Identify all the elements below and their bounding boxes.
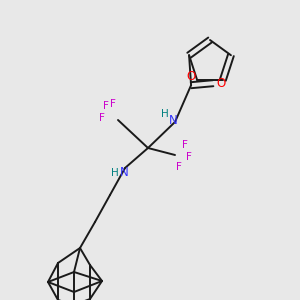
Text: F: F — [99, 113, 105, 123]
Text: H: H — [161, 109, 169, 119]
Text: H: H — [111, 168, 119, 178]
Text: N: N — [169, 115, 177, 128]
Text: F: F — [186, 152, 192, 162]
Text: F: F — [182, 140, 188, 150]
Text: O: O — [186, 70, 196, 83]
Text: F: F — [176, 162, 182, 172]
Text: O: O — [217, 77, 226, 90]
Text: F: F — [110, 99, 116, 109]
Text: N: N — [120, 167, 128, 179]
Text: F: F — [103, 101, 109, 111]
